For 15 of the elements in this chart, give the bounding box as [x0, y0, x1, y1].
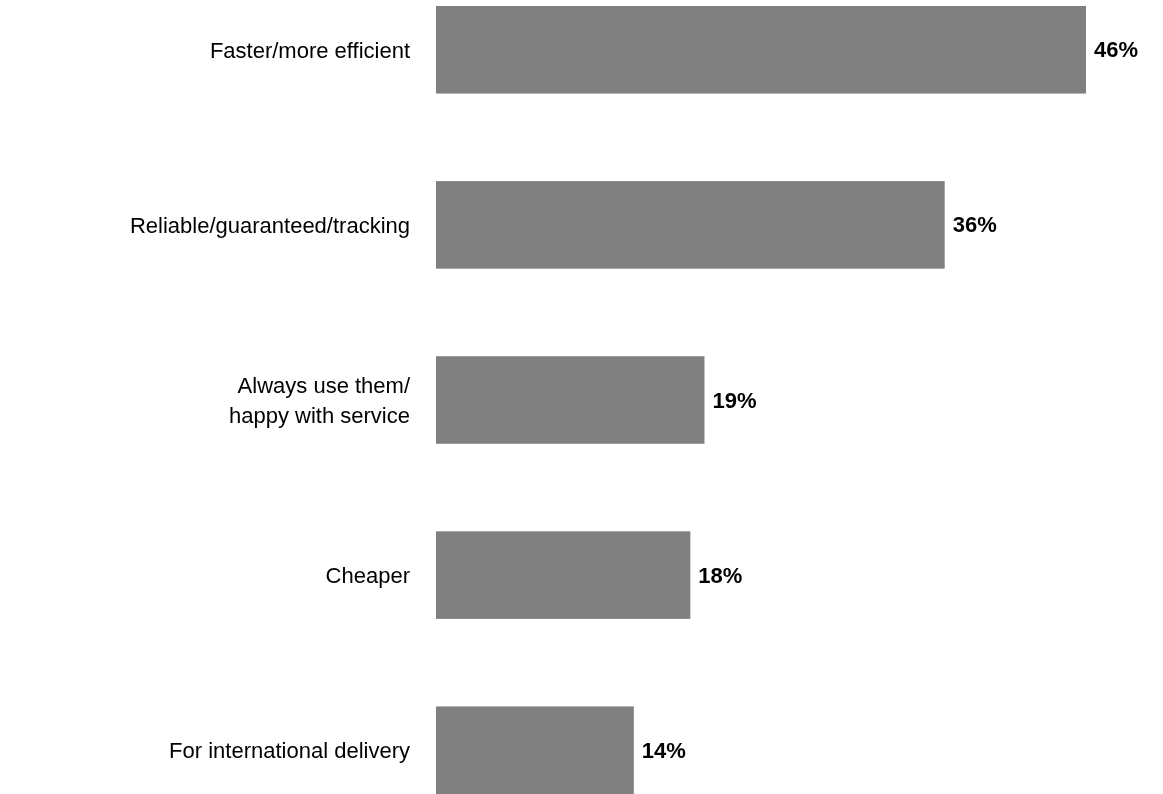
y-tick-label: For international delivery [169, 737, 410, 763]
bar [436, 6, 1086, 94]
y-tick-label: Faster/more efficient [209, 37, 410, 63]
y-tick-label: Always use them/ happy with service [229, 372, 411, 428]
data-label: 36% [952, 212, 997, 238]
bar [436, 356, 705, 444]
data-label: 18% [698, 562, 743, 588]
y-tick-label: Reliable/guaranteed/tracking [129, 212, 410, 238]
data-label: 19% [712, 387, 757, 413]
bar [436, 706, 634, 794]
bar [436, 531, 691, 619]
data-label: 14% [641, 737, 686, 763]
data-label: 46% [1094, 37, 1139, 63]
y-tick-label: Cheaper [325, 562, 410, 588]
bar [436, 181, 945, 269]
